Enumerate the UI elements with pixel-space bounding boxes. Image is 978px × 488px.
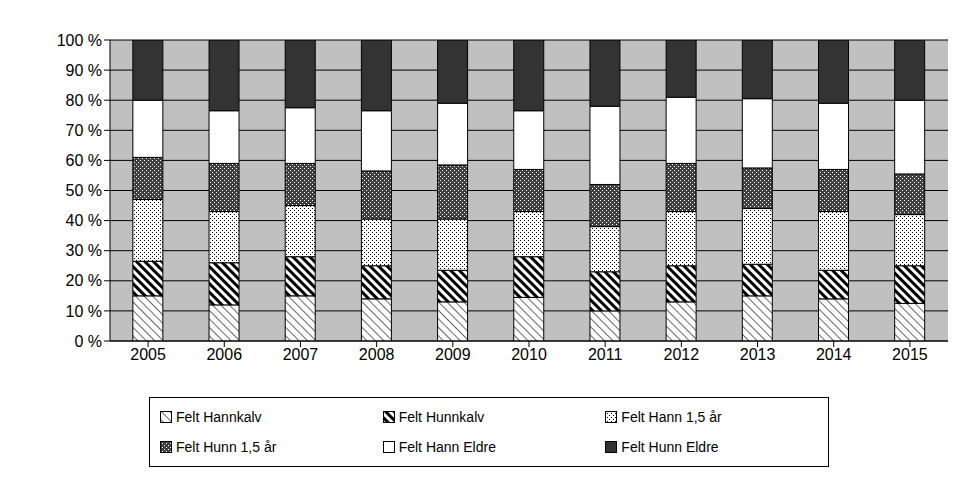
svg-text:2007: 2007 bbox=[283, 346, 319, 363]
svg-text:2008: 2008 bbox=[359, 346, 395, 363]
svg-text:2015: 2015 bbox=[892, 346, 928, 363]
html-text:Felt Hunn 1,5 år: Felt Hunn 1,5 år bbox=[176, 439, 277, 455]
svg-text:2013: 2013 bbox=[740, 346, 776, 363]
svg-text:2009: 2009 bbox=[435, 346, 471, 363]
svg-text:2011: 2011 bbox=[588, 346, 623, 363]
html-text:Felt Hannkalv: Felt Hannkalv bbox=[176, 409, 262, 425]
svg-text:20 %: 20 % bbox=[66, 272, 102, 289]
svg-text:70 %: 70 % bbox=[66, 122, 102, 139]
svg-text:2014: 2014 bbox=[816, 346, 852, 363]
svg-text:2010: 2010 bbox=[511, 346, 547, 363]
svg-text:80 %: 80 % bbox=[66, 92, 102, 109]
svg-text:2012: 2012 bbox=[664, 346, 700, 363]
svg-text:10 %: 10 % bbox=[66, 303, 102, 320]
html-text:Felt Hann 1,5 år: Felt Hann 1,5 år bbox=[621, 409, 722, 425]
svg-text:50 %: 50 % bbox=[66, 182, 102, 199]
html-text:Felt Hunnkalv: Felt Hunnkalv bbox=[398, 409, 485, 425]
svg-text:2006: 2006 bbox=[206, 346, 242, 363]
svg-text:30 %: 30 % bbox=[66, 242, 102, 259]
svg-text:2005: 2005 bbox=[130, 346, 166, 363]
svg-text:100 %: 100 % bbox=[57, 32, 102, 49]
svg-text:0 %: 0 % bbox=[74, 333, 102, 350]
svg-text:90 %: 90 % bbox=[66, 62, 102, 79]
svg-text:60 %: 60 % bbox=[66, 152, 102, 169]
html-text:Felt Hann Eldre: Felt Hann Eldre bbox=[398, 439, 496, 455]
html-text:Felt Hunn Eldre: Felt Hunn Eldre bbox=[621, 439, 719, 455]
svg-text:40 %: 40 % bbox=[66, 212, 102, 229]
